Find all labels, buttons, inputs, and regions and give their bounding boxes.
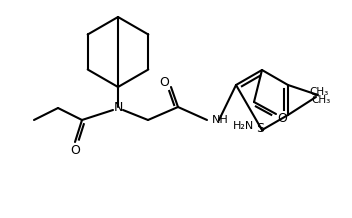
Text: O: O <box>70 143 80 157</box>
Text: CH₃: CH₃ <box>309 87 329 97</box>
Text: O: O <box>159 75 169 89</box>
Text: CH₃: CH₃ <box>312 95 331 105</box>
Text: NH: NH <box>212 115 229 125</box>
Text: H₂N: H₂N <box>233 121 254 131</box>
Text: O: O <box>277 111 287 124</box>
Text: S: S <box>256 123 264 136</box>
Text: N: N <box>113 100 123 114</box>
